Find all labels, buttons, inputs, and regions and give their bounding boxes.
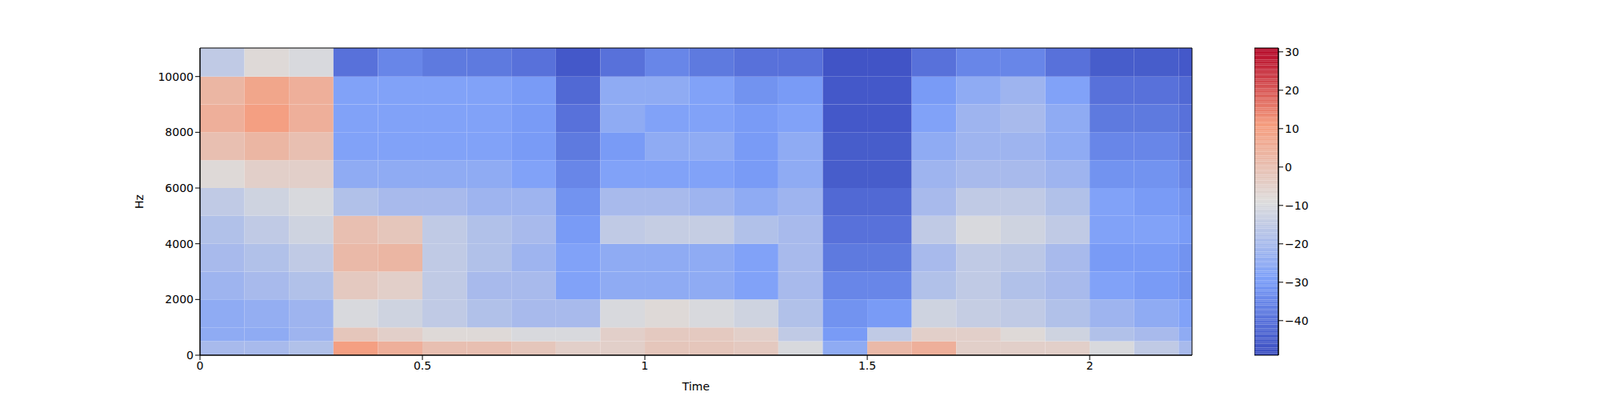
- svg-text:0: 0: [196, 359, 204, 372]
- svg-text:10: 10: [1284, 122, 1300, 136]
- svg-text:Time: Time: [681, 380, 710, 393]
- svg-text:1: 1: [641, 359, 649, 372]
- svg-text:−30: −30: [1284, 276, 1309, 289]
- svg-text:8000: 8000: [164, 125, 194, 139]
- svg-text:1.5: 1.5: [858, 359, 876, 372]
- svg-text:4000: 4000: [164, 237, 194, 251]
- svg-text:0: 0: [1284, 160, 1292, 174]
- svg-text:6000: 6000: [164, 181, 194, 195]
- svg-text:2: 2: [1086, 359, 1094, 372]
- svg-text:Hz: Hz: [132, 194, 146, 209]
- svg-text:−10: −10: [1284, 199, 1309, 212]
- svg-text:0.5: 0.5: [413, 359, 432, 372]
- svg-text:0: 0: [186, 348, 194, 362]
- svg-text:20: 20: [1284, 84, 1300, 97]
- svg-text:2000: 2000: [164, 292, 194, 306]
- svg-text:−20: −20: [1284, 237, 1309, 251]
- svg-text:30: 30: [1284, 45, 1300, 59]
- svg-text:10000: 10000: [157, 70, 194, 84]
- svg-text:−40: −40: [1284, 314, 1309, 328]
